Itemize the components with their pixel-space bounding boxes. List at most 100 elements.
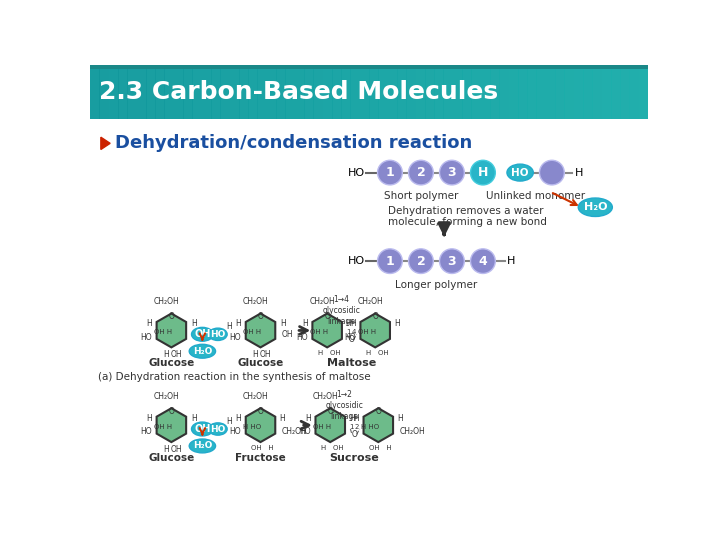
Text: Short polymer: Short polymer xyxy=(384,191,458,201)
Text: OH: OH xyxy=(194,329,210,339)
Text: OH H: OH H xyxy=(312,424,330,430)
Text: CH₂OH: CH₂OH xyxy=(243,392,269,401)
Bar xyxy=(574,65,584,119)
Bar xyxy=(490,65,500,119)
Circle shape xyxy=(471,160,495,185)
Bar xyxy=(239,65,249,119)
Text: OH: OH xyxy=(282,330,293,339)
Polygon shape xyxy=(246,408,275,442)
Circle shape xyxy=(439,249,464,273)
Text: O: O xyxy=(258,407,264,416)
Text: O: O xyxy=(258,312,264,321)
Bar xyxy=(499,65,509,119)
Text: Longer polymer: Longer polymer xyxy=(395,280,477,289)
Bar xyxy=(90,65,100,119)
Ellipse shape xyxy=(209,328,228,340)
Text: OH   H: OH H xyxy=(369,445,391,451)
Text: H: H xyxy=(279,414,285,423)
Circle shape xyxy=(377,249,402,273)
Polygon shape xyxy=(361,314,390,347)
Text: Maltose: Maltose xyxy=(327,358,376,368)
Bar xyxy=(620,65,630,119)
Bar xyxy=(387,65,397,119)
Text: HO: HO xyxy=(511,167,529,178)
Bar xyxy=(266,65,276,119)
Text: 1→2
glycosidic
linkage: 1→2 glycosidic linkage xyxy=(325,390,363,421)
Bar xyxy=(583,65,593,119)
Text: HO: HO xyxy=(140,333,152,342)
Text: CH₂OH: CH₂OH xyxy=(357,297,383,306)
Text: HO: HO xyxy=(230,333,241,342)
Bar xyxy=(415,65,426,119)
Text: 4: 4 xyxy=(479,255,487,268)
Text: OH H: OH H xyxy=(358,329,376,335)
Bar xyxy=(258,65,267,119)
Bar xyxy=(536,65,546,119)
Text: H HO: H HO xyxy=(361,424,379,430)
Bar xyxy=(425,65,435,119)
Text: H: H xyxy=(354,414,359,423)
Text: 1→4
glycosidic
linkage: 1→4 glycosidic linkage xyxy=(322,295,360,326)
Text: OH H: OH H xyxy=(310,329,328,335)
Circle shape xyxy=(408,160,433,185)
Text: Dehydration/condensation reaction: Dehydration/condensation reaction xyxy=(114,134,472,152)
Text: 1: 1 xyxy=(349,424,354,430)
Text: 1: 1 xyxy=(385,255,395,268)
Bar xyxy=(202,65,212,119)
Text: H: H xyxy=(302,319,307,328)
Text: HO: HO xyxy=(140,428,152,436)
Text: Glucose: Glucose xyxy=(148,453,194,463)
Bar xyxy=(593,65,602,119)
Text: H: H xyxy=(575,167,582,178)
Bar xyxy=(629,65,639,119)
Text: H   OH: H OH xyxy=(366,350,388,356)
Text: H: H xyxy=(280,319,286,328)
Bar xyxy=(174,65,184,119)
Ellipse shape xyxy=(192,422,213,436)
Text: 3: 3 xyxy=(448,255,456,268)
Text: CH₂OH: CH₂OH xyxy=(399,428,425,436)
Text: CH₂OH: CH₂OH xyxy=(309,297,335,306)
Bar xyxy=(360,65,370,119)
Bar xyxy=(211,65,221,119)
Text: 1: 1 xyxy=(385,166,395,179)
Bar xyxy=(332,65,342,119)
Bar xyxy=(564,65,575,119)
Bar xyxy=(601,65,611,119)
Bar xyxy=(481,65,490,119)
Text: HO: HO xyxy=(348,167,365,178)
Text: O: O xyxy=(348,335,354,344)
Circle shape xyxy=(539,160,564,185)
Text: HO: HO xyxy=(344,333,356,342)
Text: Dehydration removes a water: Dehydration removes a water xyxy=(388,206,544,217)
Text: HO: HO xyxy=(300,428,311,436)
Polygon shape xyxy=(315,408,345,442)
Bar xyxy=(508,65,518,119)
Ellipse shape xyxy=(578,198,612,217)
Ellipse shape xyxy=(189,345,215,358)
Circle shape xyxy=(408,249,433,273)
Bar xyxy=(118,65,128,119)
Text: Glucose: Glucose xyxy=(148,358,194,368)
Text: OH   H: OH H xyxy=(251,445,274,451)
Circle shape xyxy=(471,249,495,273)
Bar xyxy=(611,65,621,119)
Text: H: H xyxy=(191,414,197,423)
Ellipse shape xyxy=(209,423,228,435)
Polygon shape xyxy=(312,314,342,347)
Polygon shape xyxy=(157,408,186,442)
Bar xyxy=(406,65,416,119)
Text: OH: OH xyxy=(194,424,210,434)
Text: OH: OH xyxy=(260,350,271,360)
Text: Unlinked monomer: Unlinked monomer xyxy=(487,191,585,201)
Bar xyxy=(369,65,379,119)
Text: O: O xyxy=(168,312,174,321)
Text: Sucrose: Sucrose xyxy=(330,453,379,463)
Text: H: H xyxy=(226,417,232,426)
Text: H₂O: H₂O xyxy=(193,442,212,450)
Text: CH₂OH: CH₂OH xyxy=(312,392,338,401)
Bar xyxy=(90,65,648,119)
Text: H: H xyxy=(163,350,169,360)
Text: H: H xyxy=(226,322,232,331)
Text: 4: 4 xyxy=(351,329,356,335)
